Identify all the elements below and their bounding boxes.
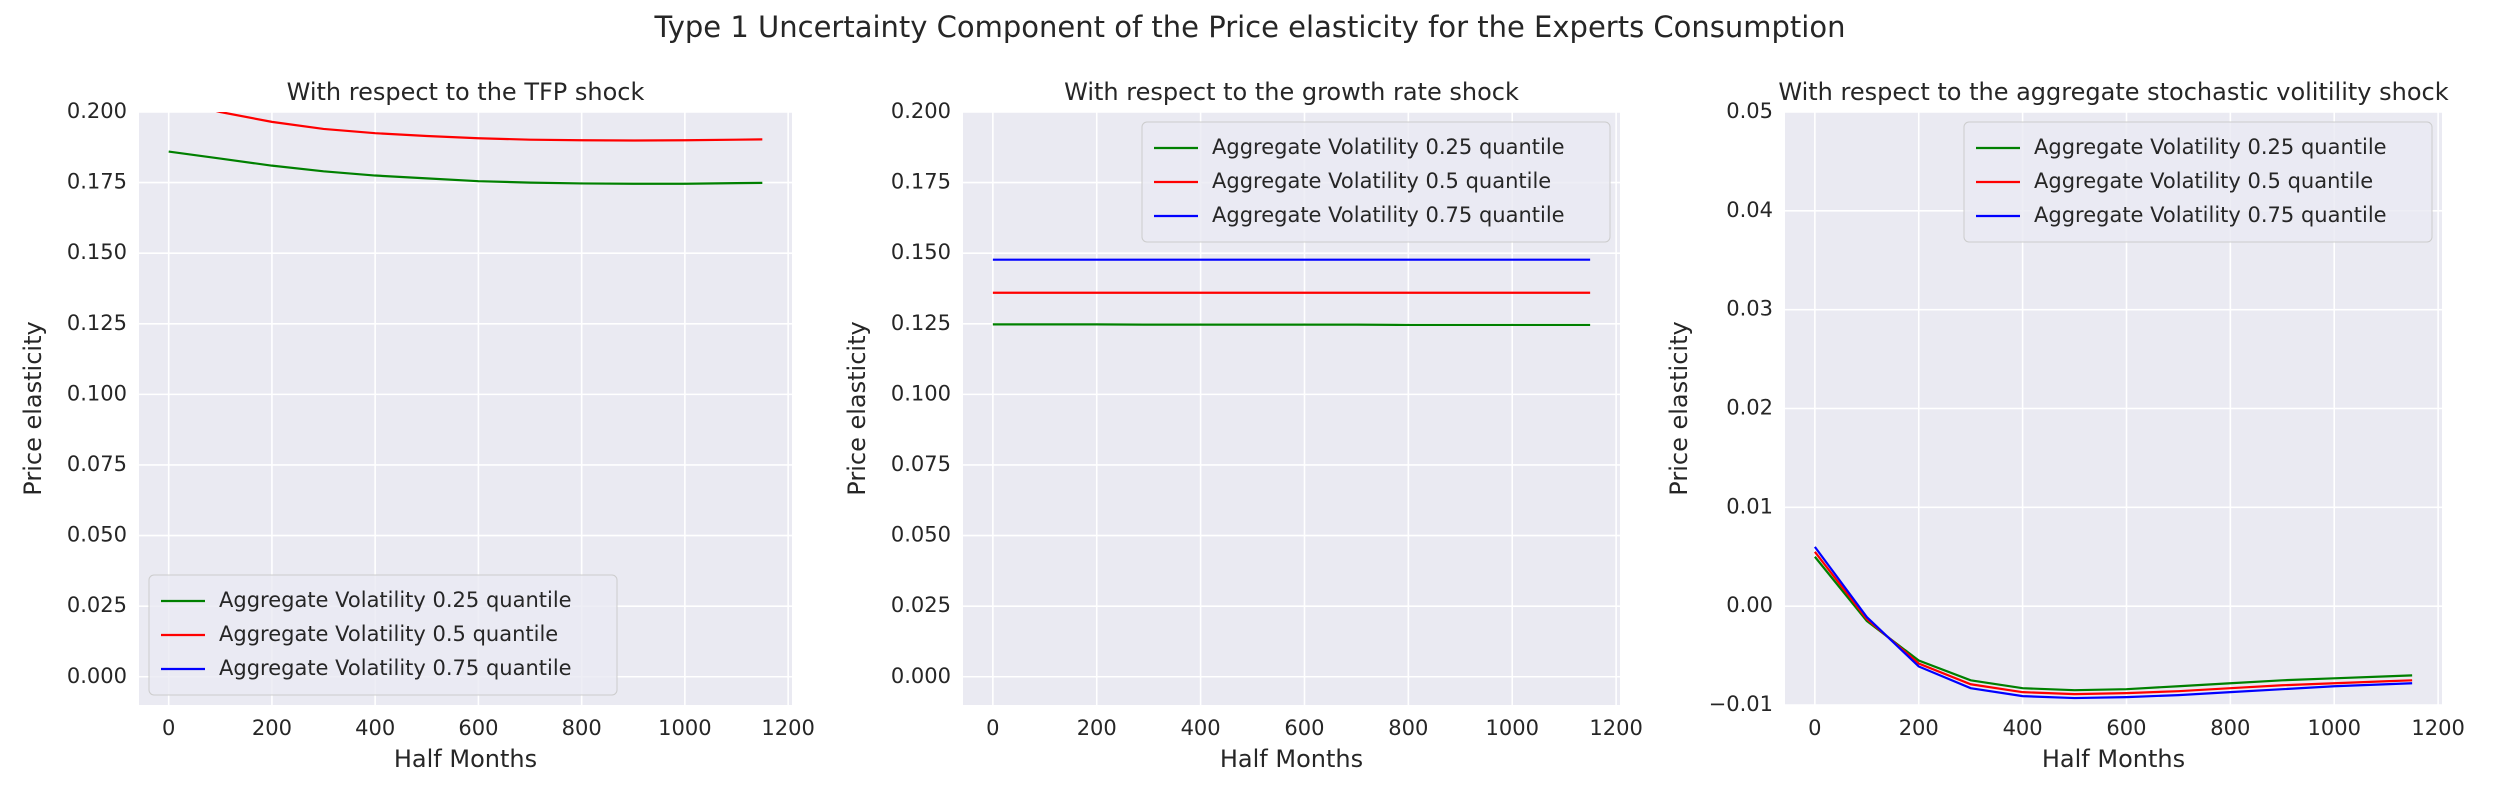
- subplot: −0.01 0.00 0.01 0.02 0.03 0.04 0.05 0 200 400 600 8…: [1665, 78, 2465, 773]
- x-tick-label: 200: [1899, 716, 1939, 740]
- data-line: [1813, 551, 2413, 696]
- legend-label: Aggregate Volatility 0.25 quantile: [1212, 135, 1565, 159]
- subplot-title: With respect to the growth rate shock: [1064, 78, 1519, 106]
- data-line: [1813, 546, 2413, 700]
- x-tick-label: 600: [458, 716, 498, 740]
- x-tick-label: 400: [355, 716, 395, 740]
- y-tick-label: 0.150: [67, 240, 127, 264]
- legend-label: Aggregate Volatility 0.75 quantile: [1212, 203, 1565, 227]
- y-tick-label: 0.025: [891, 593, 951, 617]
- y-tick-label: 0.050: [891, 523, 951, 547]
- x-tick-label: 800: [562, 716, 602, 740]
- x-tick-label: 0: [986, 716, 999, 740]
- y-tick-label: 0.175: [891, 170, 951, 194]
- y-tick-label: 0.02: [1726, 396, 1773, 420]
- legend-label: Aggregate Volatility 0.5 quantile: [219, 622, 558, 646]
- y-tick-label: 0.075: [67, 452, 127, 476]
- y-tick-label: 0.100: [891, 381, 951, 405]
- y-axis-label: Price elasticity: [19, 321, 47, 495]
- legend-box: [1141, 121, 1611, 243]
- x-tick-label: 800: [2210, 716, 2250, 740]
- y-tick-label: 0.04: [1726, 198, 1773, 222]
- y-tick-label: 0.05: [1726, 99, 1773, 123]
- x-tick-label: 1000: [658, 716, 711, 740]
- x-tick-label: 1200: [761, 716, 814, 740]
- x-tick-label: 1000: [2308, 716, 2361, 740]
- data-line: [215, 112, 763, 142]
- x-axis-label: Half Months: [2042, 745, 2185, 773]
- legend-label: Aggregate Volatility 0.25 quantile: [219, 588, 572, 612]
- y-tick-label: 0.00: [1726, 593, 1773, 617]
- x-tick-label: 400: [1181, 716, 1221, 740]
- y-axis-label: Price elasticity: [843, 321, 871, 495]
- figure-title: Type 1 Uncertainty Component of the Pric…: [654, 10, 1846, 44]
- legend-box: [148, 574, 618, 696]
- x-tick-label: 600: [2106, 716, 2146, 740]
- x-tick-label: 400: [2003, 716, 2043, 740]
- y-tick-label: 0.03: [1726, 297, 1773, 321]
- legend-label: Aggregate Volatility 0.5 quantile: [1212, 169, 1551, 193]
- y-axis-label: Price elasticity: [1665, 321, 1693, 495]
- x-tick-label: 800: [1388, 716, 1428, 740]
- legend: Aggregate Volatility 0.25 quantile Aggreg…: [1963, 121, 2433, 243]
- legend-label: Aggregate Volatility 0.5 quantile: [2034, 169, 2373, 193]
- legend: Aggregate Volatility 0.25 quantile Aggreg…: [1141, 121, 1611, 243]
- legend: Aggregate Volatility 0.25 quantile Aggreg…: [148, 574, 618, 696]
- legend-label: Aggregate Volatility 0.75 quantile: [219, 656, 572, 680]
- y-tick-label: 0.000: [67, 664, 127, 688]
- x-tick-label: 0: [162, 716, 175, 740]
- y-tick-label: 0.125: [891, 311, 951, 335]
- x-tick-label: 1200: [1589, 716, 1642, 740]
- x-tick-label: 600: [1284, 716, 1324, 740]
- subplot-title: With respect to the TFP shock: [287, 78, 645, 106]
- data-line: [992, 323, 1591, 327]
- x-tick-label: 1200: [2411, 716, 2464, 740]
- subplot-title: With respect to the aggregate stochastic…: [1778, 78, 2448, 106]
- y-tick-label: 0.01: [1726, 494, 1773, 518]
- y-tick-label: 0.075: [891, 452, 951, 476]
- x-tick-label: 1000: [1486, 716, 1539, 740]
- data-line: [168, 150, 763, 185]
- y-tick-label: 0.150: [891, 240, 951, 264]
- x-axis-label: Half Months: [1220, 745, 1363, 773]
- data-line: [1814, 556, 2413, 692]
- y-tick-label: 0.200: [67, 99, 127, 123]
- x-tick-label: 0: [1808, 716, 1821, 740]
- legend-label: Aggregate Volatility 0.75 quantile: [2034, 203, 2387, 227]
- subplot: 0.000 0.025 0.050 0.075 0.100 0.125 0.150 0.175…: [843, 78, 1643, 773]
- legend-label: Aggregate Volatility 0.25 quantile: [2034, 135, 2387, 159]
- x-tick-label: 200: [252, 716, 292, 740]
- x-tick-label: 200: [1077, 716, 1117, 740]
- x-axis-label: Half Months: [394, 745, 537, 773]
- y-tick-label: 0.175: [67, 170, 127, 194]
- subplot: 0.000 0.025 0.050 0.075 0.100 0.125 0.150 0.175…: [19, 78, 815, 773]
- y-tick-label: 0.100: [67, 381, 127, 405]
- legend-box: [1963, 121, 2433, 243]
- y-tick-label: 0.050: [67, 523, 127, 547]
- y-tick-label: 0.000: [891, 664, 951, 688]
- y-tick-label: 0.125: [67, 311, 127, 335]
- y-tick-label: 0.025: [67, 593, 127, 617]
- y-tick-label: −0.01: [1709, 692, 1773, 716]
- y-tick-label: 0.200: [891, 99, 951, 123]
